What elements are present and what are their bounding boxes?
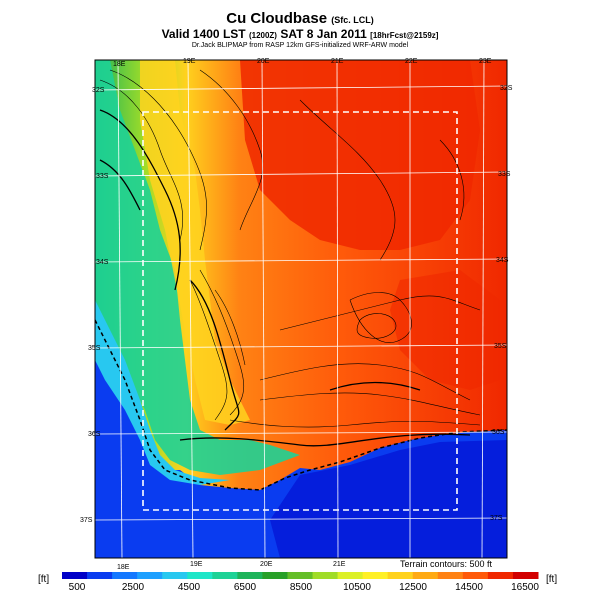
lon-bottom-label: 18E: [117, 564, 130, 571]
colorbar-swatch: [237, 572, 263, 579]
colorbar-swatch: [462, 572, 489, 579]
colorbar-swatch: [137, 572, 163, 579]
colorbar-tick-label: 10500: [343, 582, 371, 593]
lon-bottom-label: 20E: [260, 561, 273, 568]
lon-top-label: 19E: [183, 58, 196, 65]
lat-left-label: 35S: [88, 345, 101, 352]
colorbar-swatch: [187, 572, 213, 579]
title-suffix: (Sfc. LCL): [331, 15, 374, 25]
lat-lon-grid: [95, 60, 507, 558]
map-field: [95, 60, 507, 558]
colorbar-tick-label: 8500: [289, 582, 313, 593]
lat-right-label: 35S: [494, 343, 507, 350]
terrain-contours: [99, 69, 481, 428]
colorbar-tick-label: 4500: [177, 582, 201, 593]
domain-box: [142, 111, 458, 511]
lon-bottom-label: 21E: [333, 561, 346, 568]
major-contours: [99, 109, 471, 447]
source-line: Dr.Jack BLIPMAP from RASP 12km GFS-initi…: [191, 42, 409, 49]
colorbar-unit-left: [ft]: [38, 574, 50, 585]
colorbar-swatch: [362, 572, 389, 579]
lat-right-label: 33S: [498, 171, 511, 178]
colorbar-tick-label: 16500: [511, 582, 539, 593]
high-cloudbase-zone: [240, 60, 480, 250]
coastal-cyan-zone: [95, 300, 230, 485]
forecast-info: [18hrFcst@2159z]: [370, 31, 439, 40]
axis-labels: 18E 19E 20E 21E 22E 23E 18E 19E 20E 21E …: [80, 58, 513, 571]
colorbar-swatch: [437, 572, 464, 579]
colorbar: [62, 572, 539, 579]
lat-left-label: 37S: [80, 517, 93, 524]
terrain-contour-note: Terrain contours: 500 ft: [400, 559, 493, 569]
colorbar-swatch: [112, 572, 138, 579]
valid-date: SAT 8 Jan 2011: [280, 27, 367, 41]
transition-band: [140, 60, 250, 425]
lon-top-label: 20E: [257, 58, 270, 65]
lat-left-label: 36S: [88, 431, 101, 438]
colorbar-swatch: [262, 572, 288, 579]
colorbar-tick-label: 12500: [399, 582, 427, 593]
colorbar-swatch: [337, 572, 364, 579]
valid-time: Valid 1400 LST: [161, 27, 246, 41]
lat-left-label: 34S: [96, 259, 109, 266]
coastal-low-zone: [95, 60, 300, 475]
lon-top-label: 21E: [331, 58, 344, 65]
colorbar-swatch: [387, 572, 414, 579]
colorbar-tick-label: 14500: [455, 582, 483, 593]
valid-code: (1200Z): [248, 31, 277, 40]
lon-top-label: 22E: [405, 58, 418, 65]
colorbar-tick-label: 500: [68, 582, 86, 593]
lon-top-label: 23E: [479, 58, 492, 65]
colorbar-swatch: [412, 572, 439, 579]
colorbar-swatch: [162, 572, 188, 579]
lat-right-label: 37S: [490, 515, 503, 522]
valid-line: Valid 1400 LST (1200Z) SAT 8 Jan 2011 [1…: [0, 27, 600, 41]
lon-bottom-label: 19E: [190, 561, 203, 568]
title-main: Cu Cloudbase: [226, 10, 328, 27]
colorbar-tick-label: 6500: [233, 582, 257, 593]
colorbar-unit-right: [ft]: [546, 574, 558, 585]
lon-top-label: 18E: [113, 61, 126, 68]
colorbar-swatch: [212, 572, 238, 579]
colorbar-swatch: [487, 572, 514, 579]
lat-right-label: 32S: [500, 85, 513, 92]
lat-right-label: 34S: [496, 257, 509, 264]
lat-right-label: 36S: [492, 429, 505, 436]
colorbar-swatch: [87, 572, 113, 579]
colorbar-tick-label: 2500: [121, 582, 145, 593]
colorbar-swatch: [312, 572, 339, 579]
map-frame: [94, 59, 508, 559]
colorbar-swatch: [512, 572, 539, 579]
colorbar-swatch: [287, 572, 314, 579]
lat-left-label: 32S: [92, 87, 105, 94]
map-title: Cu Cloudbase (Sfc. LCL): [0, 10, 600, 27]
east-high-zone: [390, 270, 500, 390]
colorbar-swatch: [62, 572, 88, 579]
deep-ocean: [270, 440, 507, 558]
lat-left-label: 33S: [96, 173, 109, 180]
